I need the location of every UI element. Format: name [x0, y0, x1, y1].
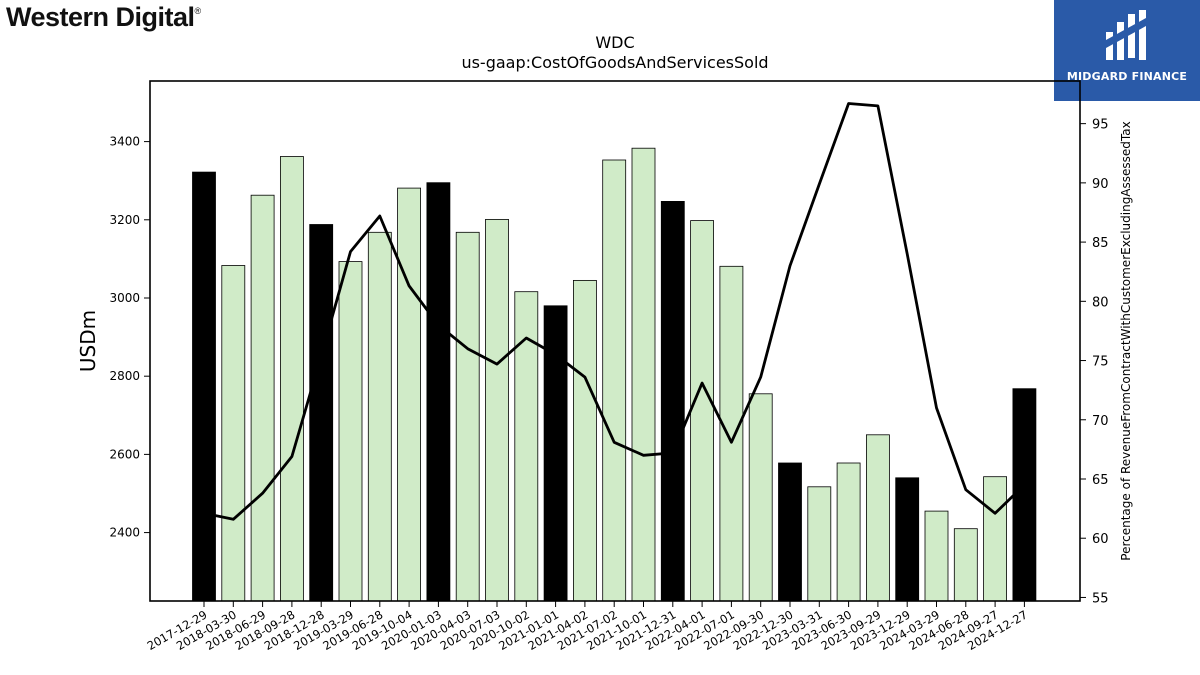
bar: [426, 182, 451, 602]
bar: [367, 231, 392, 602]
publisher-logo: MIDGARD FINANCE: [1054, 0, 1200, 101]
bar: [660, 200, 685, 602]
bar: [1012, 388, 1037, 602]
publisher-logo-icon: [1106, 10, 1146, 60]
bar: [924, 510, 949, 602]
y2-tick-label: 75: [1092, 355, 1109, 370]
y2-tick-label: 95: [1092, 118, 1109, 133]
bar: [748, 393, 773, 602]
company-logo: Western Digital®: [6, 2, 201, 33]
chart-title: WDC: [595, 33, 634, 52]
bar: [602, 159, 627, 602]
series-line: [203, 102, 1026, 521]
y2-tick-label: 60: [1092, 532, 1109, 547]
y2-tick-label: 55: [1092, 591, 1109, 606]
y2-tick-label: 65: [1092, 473, 1109, 488]
y2-axis-label: Percentage of RevenueFromContractWithCus…: [1119, 121, 1133, 560]
chart-subtitle: us-gaap:CostOfGoodsAndServicesSold: [461, 53, 768, 72]
company-logo-text: Western Digital: [6, 2, 195, 32]
bar: [895, 477, 920, 602]
y2-tick-label: 85: [1092, 236, 1109, 251]
y-tick-label: 2800: [109, 369, 140, 383]
bar: [192, 171, 216, 602]
x-axis: 2017-12-292018-03-302018-06-292018-09-28…: [145, 601, 1030, 653]
bar: [719, 265, 744, 602]
line-series: [203, 102, 1026, 521]
y-tick-label: 3400: [109, 135, 140, 149]
bar: [631, 147, 656, 602]
y2-tick-label: 80: [1092, 295, 1109, 310]
y2-tick-label: 70: [1092, 414, 1109, 429]
publisher-logo-text: MIDGARD FINANCE: [1066, 70, 1188, 83]
company-logo-mark: ®: [194, 6, 202, 16]
y2-tick-label: 90: [1092, 177, 1109, 192]
bar: [338, 261, 363, 602]
bar: [953, 528, 978, 602]
bar: [778, 462, 802, 602]
y-axis-left: 2400 2600 2800 3000 3200 3400: [109, 135, 150, 540]
y-tick-label: 2600: [109, 447, 140, 461]
bar: [807, 486, 832, 602]
bar: [221, 265, 246, 602]
bar: [573, 279, 597, 602]
bar: [485, 218, 509, 602]
bar: [250, 194, 275, 602]
y-tick-label: 3000: [109, 291, 140, 305]
y-tick-label: 2400: [109, 526, 140, 540]
bar: [866, 434, 890, 602]
plot-frame: [149, 80, 1081, 602]
bar: [983, 476, 1007, 602]
bar: [455, 231, 480, 602]
y-axis-label: USDm: [76, 310, 100, 372]
y-axis-right: 55 60 65 70 75 80 85 90 95: [1080, 118, 1109, 606]
bar: [279, 156, 304, 602]
bar: [309, 224, 334, 602]
bar: [690, 220, 714, 602]
bar-series: [192, 147, 1037, 602]
bar: [836, 462, 861, 602]
bar: [397, 187, 422, 602]
y-tick-label: 3200: [109, 213, 140, 227]
